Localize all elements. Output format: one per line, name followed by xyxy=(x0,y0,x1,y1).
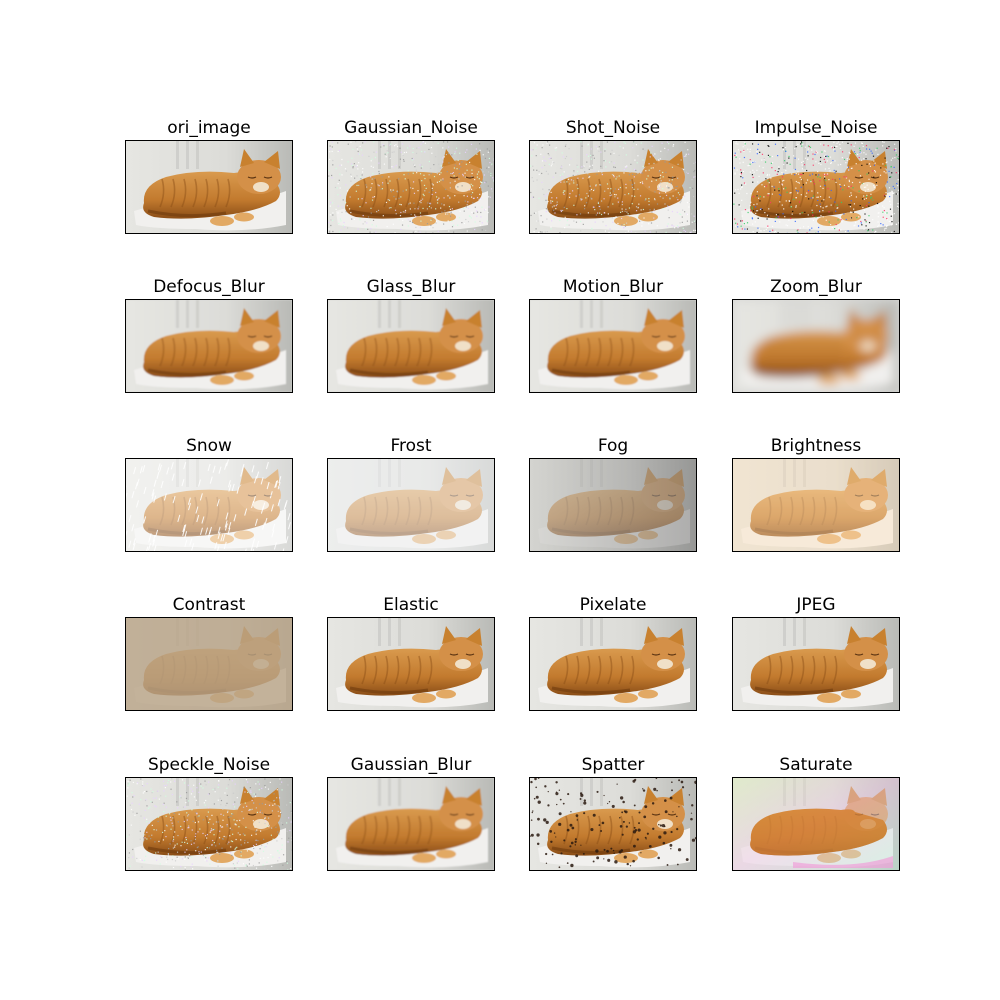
cat-photo xyxy=(733,141,899,233)
panel-image xyxy=(732,458,900,552)
cat-photo xyxy=(733,618,899,710)
cat-photo xyxy=(530,141,696,233)
panel-title: Frost xyxy=(390,436,432,456)
cat-photo xyxy=(328,141,494,233)
cat-photo xyxy=(126,459,292,551)
panel-image xyxy=(529,299,697,393)
panel-gaussian-blur: Gaussian_Blur xyxy=(327,753,495,871)
panel-title: Defocus_Blur xyxy=(153,277,265,297)
cat-photo xyxy=(126,778,292,870)
panel-title: Speckle_Noise xyxy=(147,755,271,775)
panel-title: Contrast xyxy=(172,595,246,615)
cat-photo xyxy=(530,459,696,551)
panel-spatter: Spatter xyxy=(529,753,697,871)
cat-photo xyxy=(126,618,292,710)
panel-defocus-blur: Defocus_Blur xyxy=(125,275,293,393)
panel-title: Gaussian_Noise xyxy=(344,118,478,138)
panel-shot-noise: Shot_Noise xyxy=(529,116,697,234)
panel-title: Saturate xyxy=(779,755,853,775)
panel-image xyxy=(327,617,495,711)
panel-image xyxy=(327,458,495,552)
panel-title: Pixelate xyxy=(579,595,647,615)
panel-image xyxy=(529,617,697,711)
cat-photo xyxy=(126,141,292,233)
panel-title: JPEG xyxy=(796,595,836,615)
panel-title: Motion_Blur xyxy=(562,277,664,297)
cat-photo xyxy=(530,300,696,392)
panel-image xyxy=(327,299,495,393)
panel-image xyxy=(125,299,293,393)
panel-image xyxy=(732,777,900,871)
panel-zoom-blur: Zoom_Blur xyxy=(732,275,900,393)
panel-image xyxy=(327,777,495,871)
panel-saturate: Saturate xyxy=(732,753,900,871)
panel-elastic: Elastic xyxy=(327,593,495,711)
cat-photo xyxy=(328,300,494,392)
panel-title: Spatter xyxy=(581,755,645,775)
panel-frost: Frost xyxy=(327,434,495,552)
cat-photo xyxy=(733,300,899,392)
panel-image xyxy=(732,299,900,393)
panel-snow: Snow xyxy=(125,434,293,552)
cat-photo xyxy=(328,778,494,870)
panel-motion-blur: Motion_Blur xyxy=(529,275,697,393)
panel-contrast: Contrast xyxy=(125,593,293,711)
panel-ori-image: ori_image xyxy=(125,116,293,234)
panel-title: Shot_Noise xyxy=(565,118,661,138)
panel-jpeg: JPEG xyxy=(732,593,900,711)
panel-title: Brightness xyxy=(770,436,862,456)
panel-speckle-noise: Speckle_Noise xyxy=(125,753,293,871)
cat-photo xyxy=(530,778,696,870)
panel-image xyxy=(529,458,697,552)
panel-title: ori_image xyxy=(167,118,251,138)
panel-glass-blur: Glass_Blur xyxy=(327,275,495,393)
cat-photo xyxy=(328,618,494,710)
panel-impulse-noise: Impulse_Noise xyxy=(732,116,900,234)
panel-title: Snow xyxy=(186,436,232,456)
cat-photo xyxy=(126,300,292,392)
panel-image xyxy=(529,777,697,871)
panel-image xyxy=(125,617,293,711)
cat-photo xyxy=(530,618,696,710)
panel-image xyxy=(529,140,697,234)
cat-photo xyxy=(328,459,494,551)
panel-title: Fog xyxy=(597,436,629,456)
cat-photo xyxy=(733,459,899,551)
panel-image xyxy=(732,140,900,234)
panel-brightness: Brightness xyxy=(732,434,900,552)
panel-gaussian-noise: Gaussian_Noise xyxy=(327,116,495,234)
panel-title: Impulse_Noise xyxy=(754,118,878,138)
panel-title: Zoom_Blur xyxy=(770,277,862,297)
panel-image xyxy=(327,140,495,234)
panel-title: Glass_Blur xyxy=(366,277,456,297)
panel-title: Elastic xyxy=(383,595,439,615)
panel-image xyxy=(125,458,293,552)
cat-photo xyxy=(733,778,899,870)
panel-image xyxy=(732,617,900,711)
panel-title: Gaussian_Blur xyxy=(350,755,472,775)
panel-fog: Fog xyxy=(529,434,697,552)
panel-image xyxy=(125,777,293,871)
panel-image xyxy=(125,140,293,234)
panel-pixelate: Pixelate xyxy=(529,593,697,711)
